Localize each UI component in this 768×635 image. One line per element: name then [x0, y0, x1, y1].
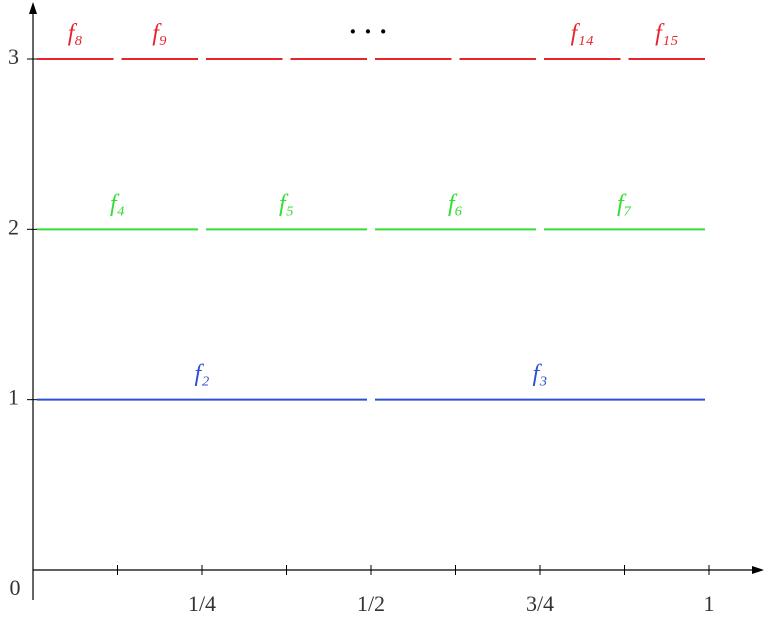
x-arrow	[752, 566, 764, 574]
segment-label: f₆	[448, 191, 463, 217]
x-tick-label: 1	[704, 591, 715, 616]
y-tick-label: 2	[8, 214, 19, 239]
segment-label: f₇	[617, 191, 632, 217]
y-tick-label: 3	[8, 44, 19, 69]
x-tick-label: 1/2	[357, 591, 385, 616]
ellipsis: · · ·	[348, 17, 387, 46]
segment-label: f₃	[532, 361, 547, 387]
segment-label: f₁₄	[571, 21, 594, 47]
x-tick-label: 0	[10, 575, 21, 600]
y-arrow	[29, 2, 37, 14]
segment-label: f₁₅	[655, 21, 678, 47]
x-tick-label: 1/4	[188, 591, 216, 616]
segment-label: f₈	[68, 21, 83, 47]
y-tick-label: 1	[8, 385, 19, 410]
x-tick-label: 3/4	[526, 591, 554, 616]
segment-label: f₂	[194, 361, 209, 387]
segment-label: f₄	[110, 191, 125, 217]
segment-label: f₅	[279, 191, 294, 217]
segment-label: f₉	[152, 21, 167, 47]
